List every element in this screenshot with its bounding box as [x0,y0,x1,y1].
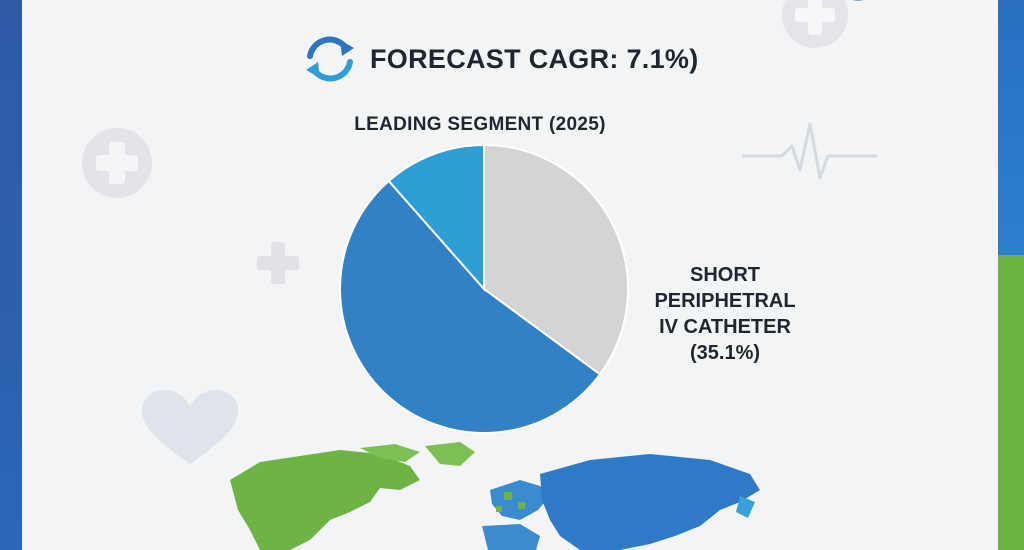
medical-cross-icon [257,242,299,284]
left-accent-bar [0,0,22,550]
medical-cross-icon [82,128,152,198]
forecast-header: FORECAST CAGR: 7.1%) [300,34,699,84]
annotation-line: (35.1%) [689,342,761,364]
chart-title: LEADING SEGMENT (2025) [354,114,606,135]
pie-slice-2 [387,143,485,292]
pie-slice-0 [483,143,629,376]
right-accent-bar-blue [998,0,1024,255]
pie-slice-1 [339,179,602,434]
slice-annotation: SHORT PERIPHETRAL IV CATHETER (35.1%) [650,262,800,366]
medical-cross-icon [782,0,848,48]
refresh-cycle-icon [306,36,354,82]
annotation-line: PERIPHETRAL [654,290,796,312]
annotation-line: SHORT [690,264,760,286]
page-title: FORECAST CAGR: 7.1%) [370,43,699,74]
annotation-line: IV CATHETER [659,316,791,338]
heartbeat-line-icon [742,122,877,180]
heart-icon [142,390,238,464]
world-map-icon [230,442,760,550]
right-accent-bar-green [998,255,1024,550]
